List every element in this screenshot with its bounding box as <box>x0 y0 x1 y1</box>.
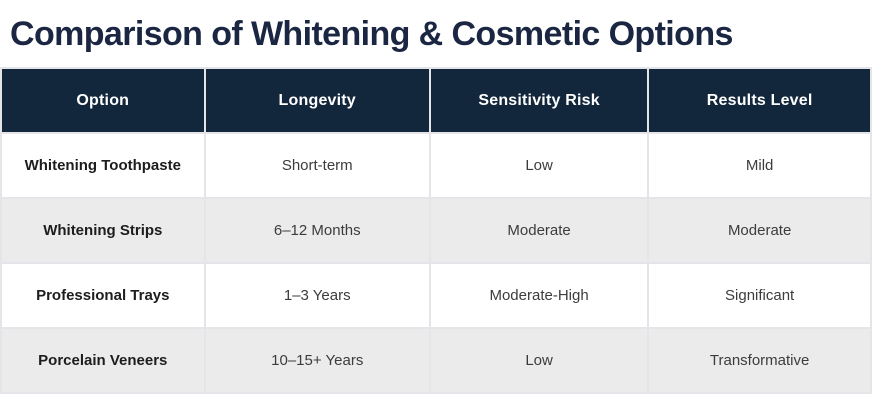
cell-results-level: Significant <box>647 262 872 329</box>
cell-longevity: Short-term <box>203 132 431 199</box>
cell-sensitivity-risk: Moderate <box>428 197 650 264</box>
page: Comparison of Whitening & Cosmetic Optio… <box>0 15 872 394</box>
column-header-sensitivity-risk: Sensitivity Risk <box>428 67 650 134</box>
table-row: Whitening Toothpaste Short-term Low Mild <box>0 132 872 199</box>
cell-longevity: 10–15+ Years <box>203 327 431 394</box>
column-header-option: Option <box>0 67 206 134</box>
table-row: Professional Trays 1–3 Years Moderate-Hi… <box>0 262 872 329</box>
cell-sensitivity-risk: Moderate-High <box>428 262 650 329</box>
column-header-longevity: Longevity <box>203 67 431 134</box>
cell-longevity: 6–12 Months <box>203 197 431 264</box>
cell-option: Whitening Toothpaste <box>0 132 206 199</box>
page-title: Comparison of Whitening & Cosmetic Optio… <box>10 15 733 53</box>
cell-sensitivity-risk: Low <box>428 132 650 199</box>
cell-results-level: Moderate <box>647 197 872 264</box>
comparison-table: Option Longevity Sensitivity Risk Result… <box>0 67 872 394</box>
table-row: Porcelain Veneers 10–15+ Years Low Trans… <box>0 327 872 394</box>
table-row: Whitening Strips 6–12 Months Moderate Mo… <box>0 197 872 264</box>
header-row: Option Longevity Sensitivity Risk Result… <box>0 67 872 134</box>
column-header-results-level: Results Level <box>647 67 872 134</box>
cell-results-level: Transformative <box>647 327 872 394</box>
cell-option: Porcelain Veneers <box>0 327 206 394</box>
cell-sensitivity-risk: Low <box>428 327 650 394</box>
cell-results-level: Mild <box>647 132 872 199</box>
cell-longevity: 1–3 Years <box>203 262 431 329</box>
cell-option: Professional Trays <box>0 262 206 329</box>
cell-option: Whitening Strips <box>0 197 206 264</box>
